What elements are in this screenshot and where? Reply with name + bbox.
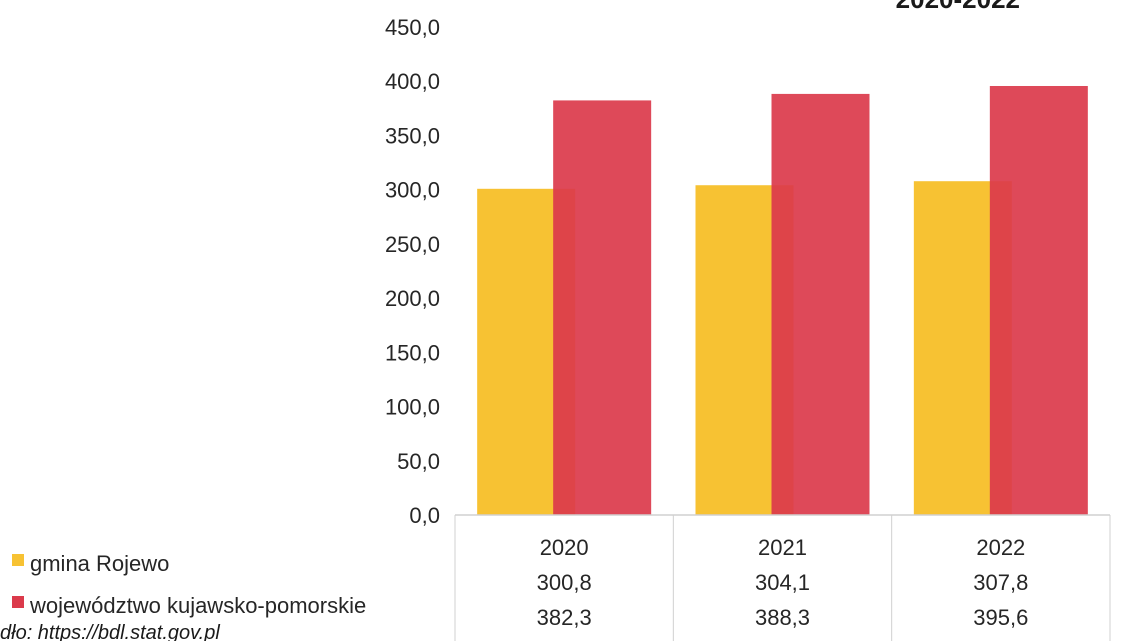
table-value-gmina: 304,1 — [755, 570, 810, 595]
table-value-wojewodztwo: 388,3 — [755, 605, 810, 630]
y-tick-label: 200,0 — [385, 286, 440, 311]
table-value-gmina: 300,8 — [537, 570, 592, 595]
bar-wojewodztwo-2021 — [771, 93, 870, 516]
chart-title: 2020-2022 — [896, 0, 1020, 14]
legend-swatch-wojewodztwo — [12, 596, 24, 608]
x-category-label: 2021 — [758, 535, 807, 560]
legend: gmina Rojewo województwo kujawsko-pomors… — [12, 551, 366, 618]
legend-label-wojewodztwo: województwo kujawsko-pomorskie — [29, 593, 366, 618]
legend-swatch-gmina — [12, 554, 24, 566]
y-tick-label: 100,0 — [385, 395, 440, 420]
y-axis: 0,0 50,0 100,0 150,0 200,0 250,0 300,0 350,0 400… — [385, 15, 440, 528]
y-tick-label: 300,0 — [385, 178, 440, 203]
bars — [477, 85, 1088, 516]
y-tick-label: 150,0 — [385, 340, 440, 365]
source-note: dło: https://bdl.stat.gov.pl — [0, 622, 220, 641]
y-tick-label: 450,0 — [385, 15, 440, 40]
y-tick-label: 250,0 — [385, 232, 440, 257]
legend-label-gmina: gmina Rojewo — [30, 551, 169, 576]
y-tick-label: 350,0 — [385, 123, 440, 148]
x-category-label: 2020 — [540, 535, 589, 560]
table-value-wojewodztwo: 382,3 — [537, 605, 592, 630]
y-tick-label: 400,0 — [385, 69, 440, 94]
bar-wojewodztwo-2020 — [553, 100, 652, 516]
table-value-gmina: 307,8 — [973, 570, 1028, 595]
y-tick-label: 0,0 — [409, 503, 440, 528]
table-value-wojewodztwo: 395,6 — [973, 605, 1028, 630]
y-tick-label: 50,0 — [397, 449, 440, 474]
bar-wojewodztwo-2022 — [989, 85, 1088, 515]
x-category-label: 2022 — [976, 535, 1025, 560]
data-table: 2020 300,8 382,3 2021 304,1 388,3 2022 307,8 395… — [454, 514, 1111, 641]
